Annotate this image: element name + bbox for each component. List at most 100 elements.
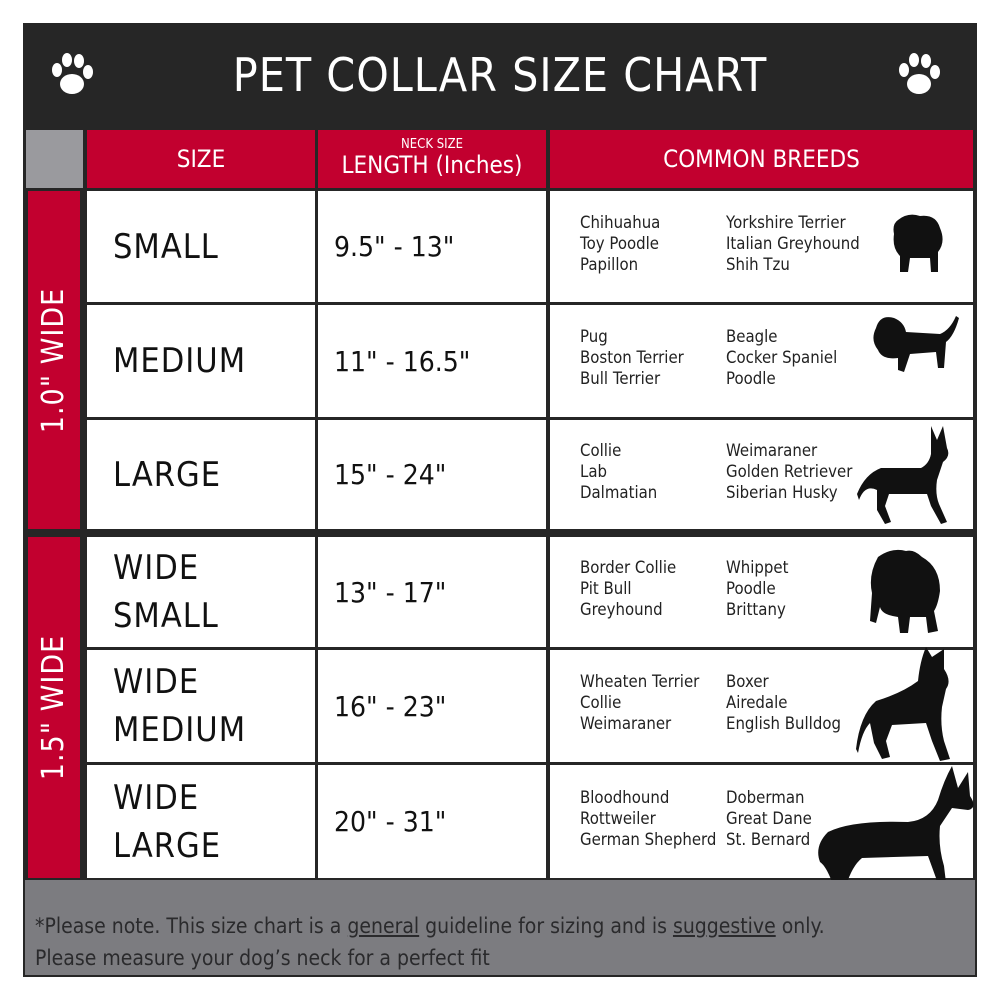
medium-dog-icon xyxy=(873,316,959,372)
breed-name: Pug xyxy=(580,327,608,347)
breeds-cell: Pug Boston Terrier Bull Terrier Beagle Cocke… xyxy=(550,305,973,417)
breed-name: Weimaraner xyxy=(726,440,818,461)
breed-name: Doberman xyxy=(726,787,805,808)
breed-list: Yorkshire Terrier Italian Greyhound Shih T… xyxy=(726,213,860,276)
group-1-wide: 1.0" WIDE xyxy=(28,191,80,529)
breed-name: English Bulldog xyxy=(726,714,841,734)
length-cell: 20" - 31" xyxy=(318,765,546,878)
breed-name: Boston Terrier xyxy=(580,348,684,368)
breed-name: Collie xyxy=(580,693,622,713)
breed-name: Whippet xyxy=(726,558,789,578)
length-cell: 13" - 17" xyxy=(318,537,546,647)
breed-list: Wheaten Terrier Collie Weimaraner xyxy=(580,672,699,735)
group-label: 1.5" WIDE xyxy=(36,634,72,781)
breed-name: Chihuahua xyxy=(580,212,661,233)
doberman-icon xyxy=(818,766,974,922)
size-label-line: WIDE xyxy=(113,662,200,702)
breed-name: Collie xyxy=(580,440,622,461)
size-label-line: WIDE xyxy=(113,777,200,818)
length-value: 16" - 23" xyxy=(334,689,447,723)
breed-list: Beagle Cocker Spaniel Poodle xyxy=(726,327,837,390)
note-underlined: suggestive xyxy=(672,914,776,938)
length-value: 15" - 24" xyxy=(334,458,447,491)
footer-line-2: Please measure your dog’s neck for a per… xyxy=(35,946,490,970)
size-label-line: LARGE xyxy=(113,825,222,866)
breed-list: Border Collie Pit Bull Greyhound xyxy=(580,558,676,621)
header-breeds: COMMON BREEDS xyxy=(550,130,973,188)
breed-name: Boxer xyxy=(726,672,769,692)
breed-name: Dalmatian xyxy=(580,482,658,503)
breed-name: Great Dane xyxy=(726,808,812,829)
breed-name: Pit Bull xyxy=(580,579,632,599)
size-label: MEDIUM xyxy=(113,341,247,381)
breed-name: Yorkshire Terrier xyxy=(726,212,846,233)
breed-name: St. Bernard xyxy=(726,829,811,850)
note-text: guideline for sizing and is xyxy=(419,914,673,938)
breed-name: Poodle xyxy=(726,369,776,389)
breed-name: Bloodhound xyxy=(580,787,670,808)
breed-name: Border Collie xyxy=(580,558,677,578)
header-size: SIZE xyxy=(87,130,315,188)
small-dog-icon xyxy=(893,214,943,272)
footer-note: *Please note. This size chart is a gener… xyxy=(25,880,975,975)
breed-name: Shih Tzu xyxy=(726,254,790,275)
length-value: 20" - 31" xyxy=(334,805,447,838)
corner-cell xyxy=(26,130,83,188)
pitbull-icon xyxy=(856,647,950,761)
header-length-sub: NECK SIZE xyxy=(401,137,463,152)
breed-name: Rottweiler xyxy=(580,808,656,829)
breeds-cell: Bloodhound Rottweiler German Shepherd Dober… xyxy=(550,765,973,878)
bulldog-icon xyxy=(870,549,940,633)
size-label-line: MEDIUM xyxy=(113,710,247,750)
breed-list: Doberman Great Dane St. Bernard xyxy=(726,788,812,851)
breed-list: Chihuahua Toy Poodle Papillon xyxy=(580,213,660,276)
paw-icon xyxy=(52,53,93,94)
length-value: 13" - 17" xyxy=(334,575,447,609)
breed-name: Airedale xyxy=(726,693,788,713)
length-value: 11" - 16.5" xyxy=(334,344,471,378)
breed-name: Cocker Spaniel xyxy=(726,348,838,368)
size-label: LARGE xyxy=(113,454,222,495)
breed-list: Pug Boston Terrier Bull Terrier xyxy=(580,327,684,390)
breed-list: Boxer Airedale English Bulldog xyxy=(726,672,841,735)
breed-name: Golden Retriever xyxy=(726,461,853,482)
breed-name: Brittany xyxy=(726,600,786,620)
breed-name: Bull Terrier xyxy=(580,369,661,389)
length-cell: 9.5" - 13" xyxy=(318,191,546,302)
size-label: WIDE LARGE xyxy=(113,774,221,870)
breed-name: Beagle xyxy=(726,327,778,347)
length-cell: 16" - 23" xyxy=(318,650,546,762)
length-cell: 15" - 24" xyxy=(318,420,546,529)
size-cell: SMALL xyxy=(87,191,315,302)
breed-list: Collie Lab Dalmatian xyxy=(580,441,657,504)
paw-icon xyxy=(899,53,940,94)
size-label: WIDE SMALL xyxy=(113,544,219,640)
breed-name: Toy Poodle xyxy=(580,233,660,254)
breed-list: Weimaraner Golden Retriever Siberian Husky xyxy=(726,441,852,504)
breed-list: Bloodhound Rottweiler German Shepherd xyxy=(580,788,716,851)
length-value: 9.5" - 13" xyxy=(334,230,455,263)
size-label: WIDE MEDIUM xyxy=(113,658,246,754)
note-underlined: general xyxy=(347,914,420,938)
size-cell: LARGE xyxy=(87,420,315,529)
breed-name: Lab xyxy=(580,461,608,482)
size-cell: WIDE LARGE xyxy=(87,765,315,878)
size-cell: MEDIUM xyxy=(87,305,315,417)
footer-line-1: *Please note. This size chart is a gener… xyxy=(35,910,965,942)
header-breeds-label: COMMON BREEDS xyxy=(663,145,860,173)
breed-name: German Shepherd xyxy=(580,829,717,850)
group-label: 1.0" WIDE xyxy=(36,287,72,433)
breed-list: Whippet Poodle Brittany xyxy=(726,558,788,621)
breed-name: Weimaraner xyxy=(580,714,672,734)
breed-name: Siberian Husky xyxy=(726,482,838,503)
note-text: *Please note. This size chart is a xyxy=(35,914,348,938)
size-cell: WIDE SMALL xyxy=(87,537,315,647)
size-label-line: SMALL xyxy=(113,596,219,636)
group-1-5-wide: 1.5" WIDE xyxy=(28,537,80,878)
header-length-label: LENGTH (Inches) xyxy=(341,151,523,179)
note-text: only. xyxy=(775,914,825,938)
length-cell: 11" - 16.5" xyxy=(318,305,546,417)
size-label-line: WIDE xyxy=(113,548,200,588)
breed-name: Papillon xyxy=(580,254,639,275)
header-size-label: SIZE xyxy=(176,145,226,173)
